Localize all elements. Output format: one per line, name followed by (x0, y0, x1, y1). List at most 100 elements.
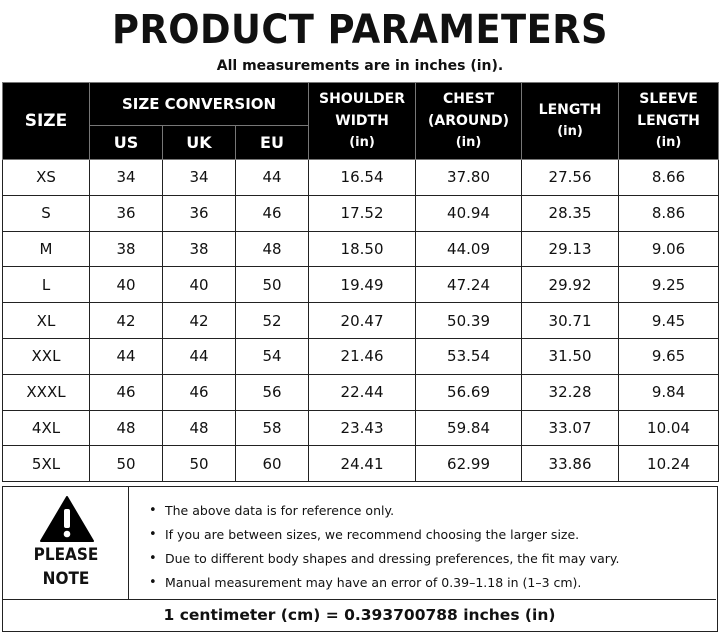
note-item: Manual measurement may have an error of … (145, 571, 705, 595)
shoulder-width-cell: 24.41 (308, 445, 417, 483)
length-cell: 28.35 (521, 194, 620, 232)
us-cell: 48 (89, 409, 163, 447)
size-cell: XS (2, 159, 90, 196)
us-cell: 36 (89, 194, 163, 232)
page-title: PRODUCT PARAMETERS (112, 7, 608, 53)
us-cell: 50 (89, 445, 163, 483)
shoulder-width-cell: 18.50 (308, 230, 417, 268)
uk-cell: 36 (162, 194, 236, 232)
uk-cell: 38 (162, 230, 236, 268)
warning-triangle-icon (40, 496, 94, 542)
eu-cell: 50 (234, 266, 310, 304)
size-cell: XXXL (2, 373, 90, 411)
length-cell: 33.86 (521, 445, 620, 483)
uk-cell: 48 (162, 409, 236, 447)
table-row: M 38 38 48 18.50 44.09 29.13 9.06 (2, 230, 720, 268)
uk-cell: 44 (162, 337, 236, 375)
size-cell: S (2, 194, 90, 232)
uk-cell: 46 (162, 373, 236, 411)
eu-cell: 56 (234, 373, 310, 411)
us-cell: 44 (89, 337, 163, 375)
note-item: Due to different body shapes and dressin… (145, 547, 705, 571)
size-column-header: SIZE (2, 82, 90, 160)
eu-cell: 60 (234, 445, 310, 483)
eu-cell: 52 (234, 302, 310, 339)
uk-cell: 42 (162, 302, 236, 339)
length-header: LENGTH (in) (521, 82, 620, 160)
table-row: XXL 44 44 54 21.46 53.54 31.50 9.65 (2, 337, 720, 375)
sleeve-length-cell: 10.04 (618, 409, 720, 447)
chest-cell: 37.80 (415, 159, 523, 196)
length-cell: 31.50 (521, 337, 620, 375)
chest-cell: 44.09 (415, 230, 523, 268)
note-badge: PLEASE NOTE (3, 487, 129, 599)
eu-cell: 58 (234, 409, 310, 447)
table-row: L 40 40 50 19.49 47.24 29.92 9.25 (2, 266, 720, 304)
us-cell: 38 (89, 230, 163, 268)
eu-cell: 44 (234, 159, 310, 196)
unit-conversion-text: 1 centimeter (cm) = 0.393700788 inches (… (3, 599, 716, 631)
size-table: SIZE SIZE CONVERSION SHOULDER WIDTH (in)… (2, 82, 720, 483)
size-cell: 5XL (2, 445, 90, 483)
sleeve-length-cell: 8.66 (618, 159, 720, 196)
length-cell: 30.71 (521, 302, 620, 339)
sleeve-length-cell: 8.86 (618, 194, 720, 232)
table-row: S 36 36 46 17.52 40.94 28.35 8.86 (2, 194, 720, 232)
chest-cell: 59.84 (415, 409, 523, 447)
shoulder-width-header: SHOULDER WIDTH (in) (308, 82, 417, 160)
chest-cell: 62.99 (415, 445, 523, 483)
table-row: XXXL 46 46 56 22.44 56.69 32.28 9.84 (2, 373, 720, 411)
table-row: XS 34 34 44 16.54 37.80 27.56 8.66 (2, 159, 720, 196)
shoulder-width-cell: 17.52 (308, 194, 417, 232)
shoulder-width-cell: 16.54 (308, 159, 417, 196)
sleeve-length-cell: 10.24 (618, 445, 720, 483)
size-cell: 4XL (2, 409, 90, 447)
shoulder-width-cell: 20.47 (308, 302, 417, 339)
length-cell: 33.07 (521, 409, 620, 447)
us-cell: 34 (89, 159, 163, 196)
uk-cell: 40 (162, 266, 236, 304)
uk-cell: 34 (162, 159, 236, 196)
us-column-header: US (89, 125, 163, 160)
chest-cell: 40.94 (415, 194, 523, 232)
shoulder-width-cell: 23.43 (308, 409, 417, 447)
us-cell: 40 (89, 266, 163, 304)
shoulder-width-cell: 21.46 (308, 337, 417, 375)
size-conversion-header: SIZE CONVERSION (88, 82, 310, 126)
length-cell: 27.56 (521, 159, 620, 196)
sleeve-length-cell: 9.06 (618, 230, 720, 268)
uk-cell: 50 (162, 445, 236, 483)
sleeve-length-cell: 9.84 (618, 373, 720, 411)
table-row: 5XL 50 50 60 24.41 62.99 33.86 10.24 (2, 445, 720, 483)
table-row: XL 42 42 52 20.47 50.39 30.71 9.45 (2, 302, 720, 339)
note-item: The above data is for reference only. (145, 499, 705, 523)
sleeve-length-header: SLEEVE LENGTH (in) (618, 82, 720, 160)
eu-cell: 46 (234, 194, 310, 232)
chest-cell: 47.24 (415, 266, 523, 304)
size-cell: L (2, 266, 90, 304)
length-cell: 32.28 (521, 373, 620, 411)
size-table-body: XS 34 34 44 16.54 37.80 27.56 8.66 S 36 36 46 17.52 4… (2, 159, 720, 483)
note-item: If you are between sizes, we recommend c… (145, 523, 705, 547)
table-row: 4XL 48 48 58 23.43 59.84 33.07 10.04 (2, 409, 720, 447)
length-cell: 29.13 (521, 230, 620, 268)
sleeve-length-cell: 9.45 (618, 302, 720, 339)
length-cell: 29.92 (521, 266, 620, 304)
eu-cell: 54 (234, 337, 310, 375)
note-panel: PLEASE NOTE The above data is for refere… (2, 486, 718, 632)
us-cell: 42 (89, 302, 163, 339)
eu-column-header: EU (234, 125, 310, 160)
page-subtitle: All measurements are in inches (in). (216, 58, 504, 74)
sleeve-length-cell: 9.25 (618, 266, 720, 304)
eu-cell: 48 (234, 230, 310, 268)
please-note-label: PLEASE NOTE (33, 545, 99, 589)
chest-cell: 50.39 (415, 302, 523, 339)
size-cell: XXL (2, 337, 90, 375)
chest-header: CHEST (AROUND) (in) (415, 82, 523, 160)
us-cell: 46 (89, 373, 163, 411)
chest-cell: 56.69 (415, 373, 523, 411)
shoulder-width-cell: 19.49 (308, 266, 417, 304)
uk-column-header: UK (162, 125, 236, 160)
size-cell: XL (2, 302, 90, 339)
